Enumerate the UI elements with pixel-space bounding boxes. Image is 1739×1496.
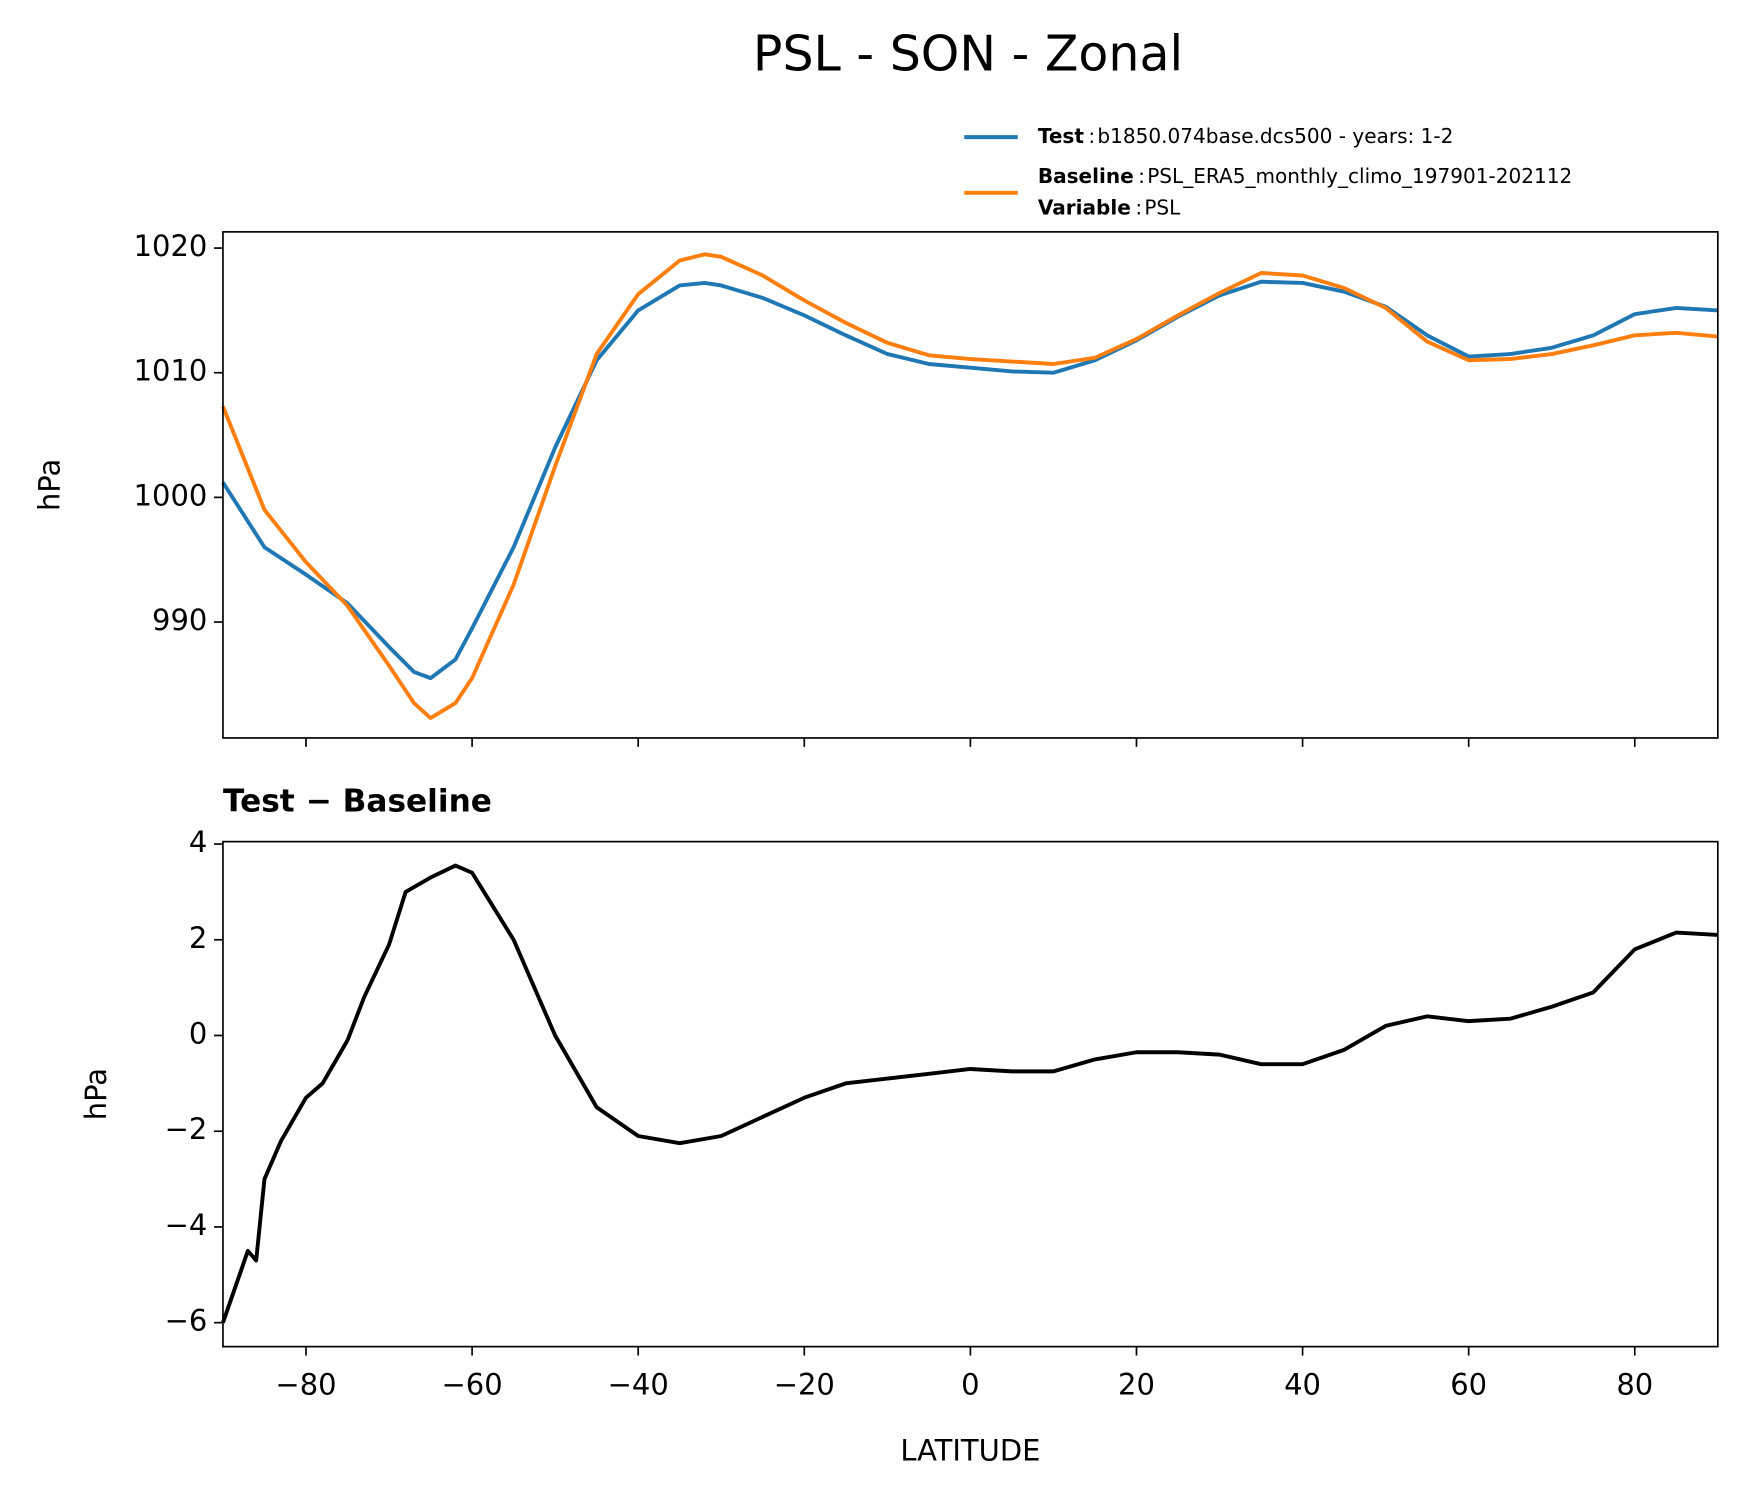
- legend-name: Baseline: [1038, 164, 1134, 188]
- x-tick-label: −40: [608, 1368, 669, 1402]
- x-tick-label: 40: [1284, 1368, 1321, 1402]
- legend-text: PSL_ERA5_monthly_climo_197901-202112: [1147, 164, 1572, 188]
- y-tick-label: −4: [165, 1208, 208, 1242]
- legend-name: Test: [1038, 124, 1085, 148]
- y-tick-label: 1020: [134, 229, 208, 263]
- y-tick-label: 1000: [134, 478, 208, 512]
- axes-frame: [222, 231, 1719, 739]
- y-axis-label: hPa: [32, 459, 66, 511]
- y-tick-label: −2: [165, 1112, 208, 1146]
- axes-title: Test − Baseline: [223, 784, 492, 820]
- data-line: [221, 863, 1718, 1324]
- x-tick-label: 20: [1118, 1368, 1155, 1402]
- y-tick-label: 2: [189, 921, 207, 955]
- x-tick-label: 80: [1616, 1368, 1653, 1402]
- legend-separator: :: [1138, 164, 1145, 188]
- legend-separator: :: [1135, 195, 1142, 219]
- legend-label: Variable: PSL: [1038, 195, 1181, 219]
- x-tick-label: −80: [275, 1368, 336, 1402]
- x-tick-label: −20: [774, 1368, 835, 1402]
- legend-text: PSL: [1144, 195, 1181, 219]
- figure-title: PSL - SON - Zonal: [753, 26, 1183, 83]
- x-tick-label: −60: [442, 1368, 503, 1402]
- legend-label: Test: b1850.074base.dcs500 - years: 1-2: [1038, 124, 1454, 148]
- y-tick-label: 4: [189, 825, 207, 859]
- legend-separator: :: [1088, 124, 1095, 148]
- y-tick-label: −6: [165, 1304, 208, 1338]
- data-line: [221, 252, 1718, 720]
- legend-name: Variable: [1038, 195, 1131, 219]
- axes-frame: [222, 840, 1719, 1348]
- y-axis-label: hPa: [79, 1068, 113, 1120]
- data-line: [221, 279, 1718, 681]
- x-tick-label: 60: [1450, 1368, 1487, 1402]
- x-axis-label: LATITUDE: [900, 1434, 1040, 1468]
- legend-label: Baseline: PSL_ERA5_monthly_climo_197901-2…: [1038, 164, 1572, 188]
- legend-text: b1850.074base.dcs500 - years: 1-2: [1097, 124, 1453, 148]
- y-tick-label: 0: [189, 1016, 207, 1050]
- y-tick-label: 1010: [134, 354, 208, 388]
- x-tick-label: 0: [961, 1368, 979, 1402]
- y-tick-label: 990: [152, 603, 207, 637]
